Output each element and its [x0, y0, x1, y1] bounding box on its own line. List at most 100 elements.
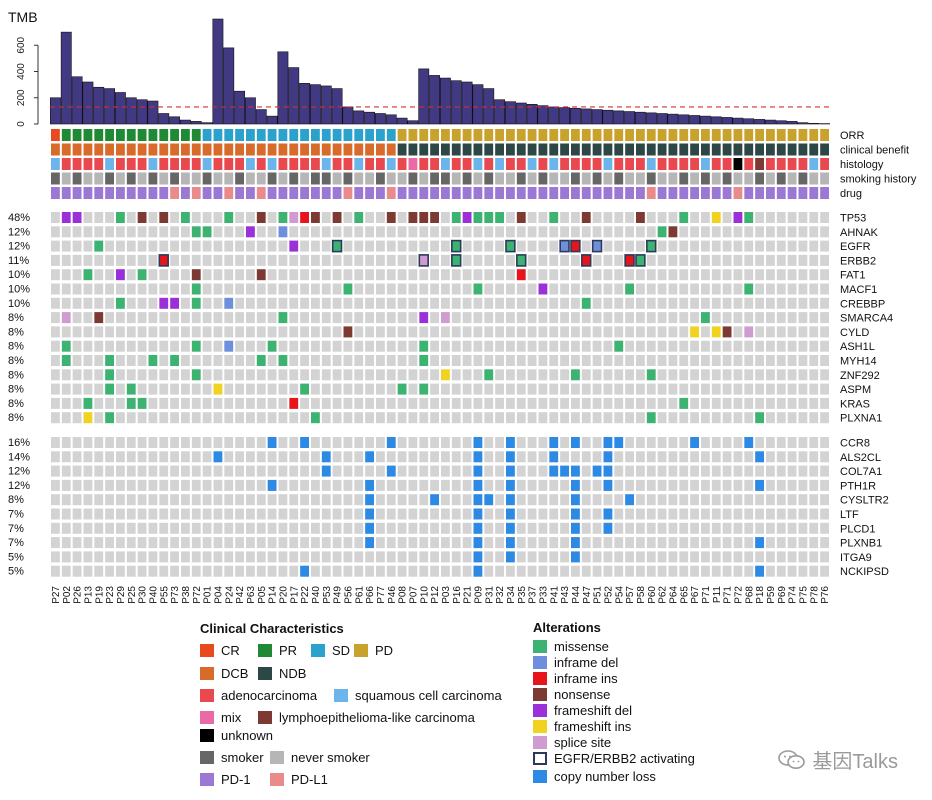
mutation-cell	[787, 397, 797, 409]
mutation-cell	[159, 355, 169, 366]
cnv-cell	[527, 494, 537, 506]
mutation-cell	[116, 269, 125, 281]
clinical-cell	[419, 187, 429, 199]
tmb-bar	[548, 106, 560, 125]
clinical-cell	[246, 187, 255, 199]
mutation-cell	[744, 355, 754, 366]
mutation-cell	[397, 340, 407, 352]
cnv-cell	[657, 451, 667, 463]
cnv-cell	[311, 465, 320, 477]
mutation-cell	[246, 226, 255, 238]
mutation-cell	[311, 326, 320, 338]
mutation-cell	[549, 312, 559, 324]
mutation-cell	[61, 254, 71, 266]
cnv-cell	[495, 465, 504, 477]
clinical-cell	[603, 187, 613, 199]
clinical-cell	[224, 187, 234, 199]
clinical-cell	[202, 187, 212, 199]
mutation-cell	[646, 355, 656, 366]
mutation-cell	[267, 340, 277, 352]
clinical-cell	[83, 129, 93, 141]
cnv-cell	[657, 479, 667, 491]
gene-pct-label: 8%	[8, 326, 24, 338]
mutation-cell	[331, 239, 343, 253]
clinical-cell	[668, 172, 678, 185]
clinical-cell	[116, 129, 125, 141]
clinical-cell	[354, 129, 364, 141]
clinical-cell	[776, 158, 786, 170]
mutation-cell	[636, 226, 645, 238]
mutation-cell	[787, 254, 797, 266]
cnv-cell	[560, 508, 569, 520]
clinical-cell	[61, 129, 71, 141]
mutation-cell	[137, 240, 147, 252]
cnv-cell	[527, 508, 537, 520]
mutation-cell	[690, 254, 699, 266]
cnv-cell	[690, 479, 699, 491]
clinical-cell	[473, 187, 483, 199]
cnv-cell	[397, 522, 407, 534]
mutation-cell	[441, 226, 450, 238]
cnv-cell	[386, 437, 396, 448]
cnv-cell	[386, 479, 396, 491]
alterations-legend-title: Alterations	[533, 620, 601, 635]
swatch-lymph	[258, 711, 272, 724]
mutation-cell	[397, 283, 407, 295]
clinical-cell	[386, 158, 396, 170]
swatch-unknown	[200, 729, 214, 742]
cnv-cell	[365, 437, 374, 448]
cnv-cell	[365, 451, 374, 463]
mutation-cell	[787, 326, 797, 338]
swatch-adeno	[200, 689, 214, 702]
mutation-cell	[116, 283, 125, 295]
cnv-cell	[581, 465, 591, 477]
clinical-cell	[679, 187, 689, 199]
cnv-cell	[711, 479, 721, 491]
tmb-bar	[559, 107, 571, 125]
mutation-cell	[105, 355, 114, 366]
clinical-cell	[646, 172, 656, 185]
cnv-cell	[668, 479, 678, 491]
mutation-cell	[126, 355, 136, 366]
mutation-cell	[224, 412, 234, 424]
cnv-cell	[419, 565, 429, 577]
cnv-cell	[614, 522, 624, 534]
mutation-cell	[614, 340, 624, 352]
mutation-cell	[343, 240, 353, 252]
mutation-cell	[246, 297, 255, 309]
mutation-cell	[267, 240, 277, 252]
cnv-cell	[549, 479, 559, 491]
clinical-cell	[657, 143, 667, 156]
mutation-cell	[690, 340, 699, 352]
cnv-cell	[213, 508, 223, 520]
mutation-cell	[94, 269, 104, 281]
legend-smoker: smoker	[200, 750, 264, 765]
cnv-cell	[451, 537, 461, 549]
clinical-cell	[148, 158, 158, 170]
mutation-cell	[527, 369, 537, 381]
cnv-cell	[722, 451, 732, 463]
mutation-cell	[419, 369, 429, 381]
clinical-cell	[495, 187, 504, 199]
mutation-cell	[755, 254, 764, 266]
sample-label: P30	[138, 586, 149, 604]
gene-pct-label: 8%	[8, 369, 24, 381]
clinical-cell	[603, 158, 613, 170]
mutation-cell	[72, 269, 82, 281]
clinical-cell	[105, 187, 114, 199]
mutation-cell	[646, 226, 656, 238]
mutation-cell	[473, 312, 483, 324]
clinical-cell	[213, 129, 223, 141]
mutation-cell	[300, 412, 309, 424]
clinical-cell	[343, 187, 353, 199]
cnv-cell	[776, 451, 786, 463]
mutation-cell	[679, 269, 689, 281]
mutation-cell	[549, 226, 559, 238]
clinical-cell	[506, 158, 515, 170]
mutation-cell	[343, 312, 353, 324]
mutation-cell	[744, 412, 754, 424]
mutation-cell	[766, 355, 775, 366]
cnv-cell	[549, 494, 559, 506]
clinical-cell	[386, 129, 396, 141]
mutation-cell	[722, 297, 732, 309]
